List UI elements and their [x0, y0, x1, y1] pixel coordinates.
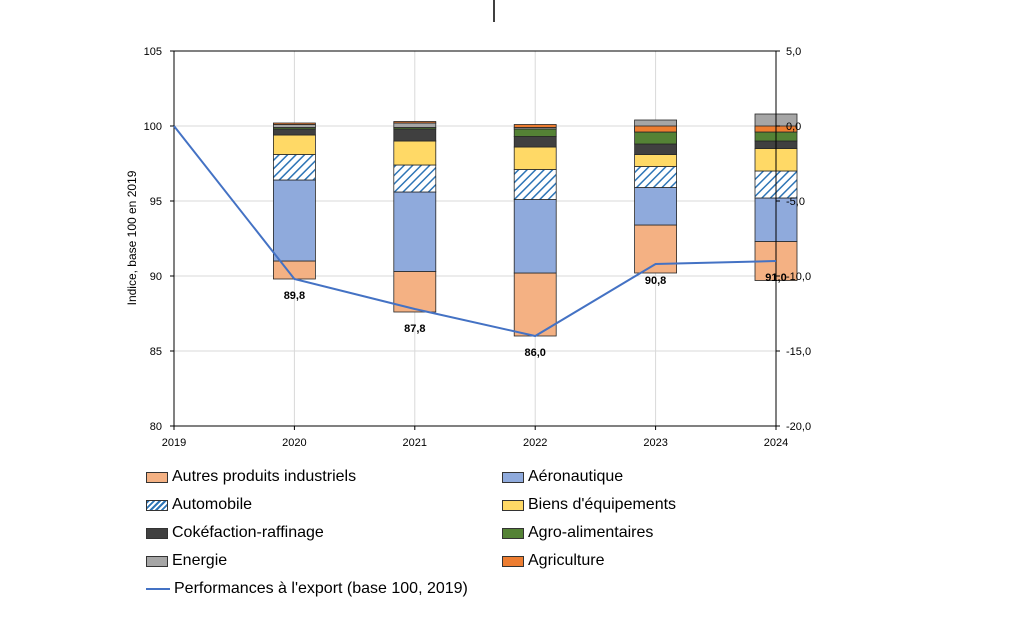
data-label: 90,8 [645, 275, 666, 287]
bar-segment [634, 224, 677, 274]
bar-segment [513, 136, 557, 148]
bar-segment [513, 124, 557, 128]
bar-segment [634, 125, 677, 133]
legend-label: Automobile [172, 496, 253, 513]
bar-segment [634, 131, 677, 145]
bar-segment [393, 140, 437, 166]
plot-frame [173, 50, 777, 427]
legend-item: Agro-alimentaires [502, 522, 653, 544]
data-label: 89,8 [284, 290, 305, 302]
bar-segment [272, 122, 316, 125]
legend-item: Autres produits industriels [146, 466, 356, 488]
legend-swatch [146, 527, 168, 539]
legend-swatch [502, 555, 524, 567]
bar-segment [393, 122, 437, 128]
data-label: 86,0 [524, 347, 545, 359]
bar-segment [272, 124, 316, 128]
export-performance-line [173, 125, 777, 338]
x-tick-label: 2020 [282, 437, 306, 449]
legend-label: Performances à l'export (base 100, 2019) [174, 580, 468, 597]
legend-item: Aéronautique [502, 466, 623, 488]
legend-label: Agro-alimentaires [528, 524, 654, 541]
y-tick-label: 100 [144, 121, 162, 133]
bar-segment [634, 187, 677, 226]
y-tick-label: 90 [150, 271, 162, 283]
legend-item: Biens d'équipements [502, 494, 676, 516]
legend-label: Biens d'équipements [528, 496, 677, 513]
y2-tick-label: 0,0 [786, 121, 801, 133]
x-tick-label: 2021 [403, 437, 427, 449]
x-tick-label: 2022 [523, 437, 547, 449]
bar-segment [272, 128, 316, 136]
bar-segment [513, 199, 557, 274]
export-line [173, 125, 777, 338]
data-label: 91,0 [765, 272, 786, 284]
bar-segment [272, 134, 316, 155]
x-tick-label: 2019 [162, 437, 186, 449]
bar-segment [393, 191, 437, 272]
legend-item: Agriculture [502, 550, 604, 572]
y-tick-label: 80 [150, 421, 162, 433]
x-tick-label: 2024 [764, 437, 788, 449]
y-axis-title: Indice, base 100 en 2019 [125, 170, 139, 305]
bar-segment [513, 146, 557, 170]
legend-swatch [146, 555, 168, 567]
legend-label: Cokéfaction-raffinage [172, 524, 324, 541]
legend-label: Aéronautique [528, 468, 624, 485]
legend-item: Energie [146, 550, 227, 572]
x-tick-label: 2023 [643, 437, 667, 449]
legend-label: Autres produits industriels [172, 468, 357, 485]
y2-tick-label: 5,0 [786, 46, 801, 58]
data-labels: 89,8 87,8 86,0 90,8 91,0 [284, 272, 787, 359]
legend-swatch [502, 499, 524, 511]
bar-segment [634, 166, 677, 188]
bar-segment [513, 169, 557, 200]
bar-segment [393, 121, 437, 124]
bar-stacks [272, 113, 798, 337]
bar-segment [634, 143, 677, 155]
y2-tick-label: -15,0 [786, 346, 811, 358]
bar-segment [272, 260, 316, 280]
legend-item: Automobile [146, 494, 252, 516]
y2-tick-label: -5,0 [786, 196, 805, 208]
legend-swatch [502, 527, 524, 539]
bar-segment [393, 164, 437, 193]
bar-segment [393, 128, 437, 142]
bar-segment [272, 154, 316, 181]
y2-tick-label: -10,0 [786, 271, 811, 283]
legend-item: Cokéfaction-raffinage [146, 522, 324, 544]
legend-label: Energie [172, 552, 228, 569]
y-tick-label: 95 [150, 196, 162, 208]
y-tick-label: 105 [144, 46, 162, 58]
bar-segment [513, 128, 557, 137]
legend-swatch [146, 499, 168, 511]
gridlines [173, 50, 777, 427]
data-label: 87,8 [404, 323, 425, 335]
legend-swatch [146, 471, 168, 483]
y2-tick-label: -20,0 [786, 421, 811, 433]
axes: 80 85 90 95 100 105 -20,0 -15,0 -10,0 -5,0 0,0 5,0 2… [144, 46, 811, 449]
bar-segment [634, 154, 677, 167]
legend-line-swatch [146, 588, 170, 590]
bar-segment [272, 179, 316, 262]
legend-swatch [502, 471, 524, 483]
y-tick-label: 85 [150, 346, 162, 358]
legend-item-line: Performances à l'export (base 100, 2019) [146, 578, 468, 600]
legend-label: Agriculture [528, 552, 605, 569]
